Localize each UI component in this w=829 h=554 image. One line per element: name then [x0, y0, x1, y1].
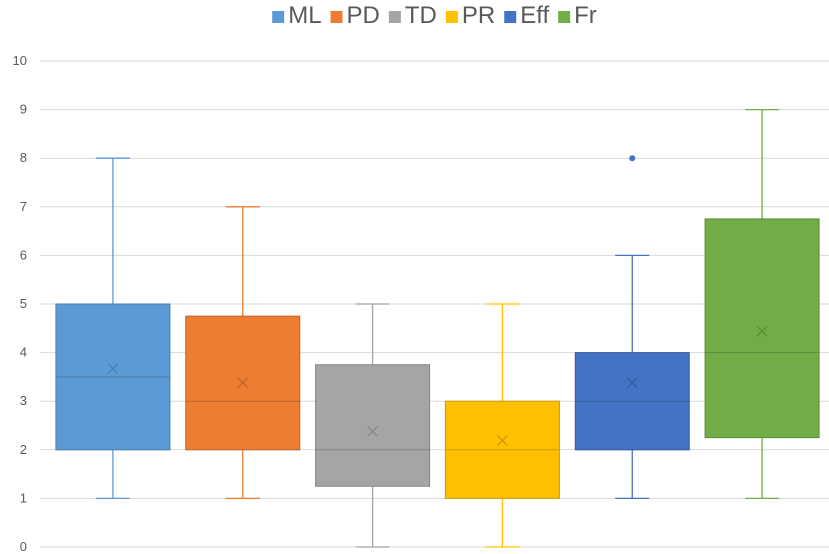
legend-swatch	[272, 11, 285, 23]
iqr-box	[185, 315, 301, 451]
gridlines	[40, 60, 829, 548]
y-tick-label: 0	[20, 539, 27, 554]
mean-marker	[756, 325, 768, 337]
legend: ML PD TD PR Eff Fr	[272, 2, 597, 29]
legend-item-eff: Eff	[504, 2, 549, 29]
legend-label: PR	[462, 2, 495, 29]
legend-label: ML	[288, 2, 321, 29]
legend-item-ml: ML	[272, 2, 322, 29]
legend-item-td: TD	[388, 2, 437, 29]
y-tick-label: 8	[20, 150, 27, 165]
legend-label: PD	[347, 2, 380, 29]
y-axis: 0 1 2 3 4 5 6 7 8 9 10	[13, 53, 27, 554]
iqr-box	[315, 364, 431, 487]
y-tick-label: 6	[20, 247, 27, 262]
mean-marker	[237, 377, 249, 389]
legend-label: Eff	[520, 2, 549, 29]
legend-item-pd: PD	[330, 2, 380, 29]
legend-item-fr: Fr	[558, 2, 597, 29]
legend-swatch	[504, 11, 517, 23]
y-tick-label: 7	[20, 199, 27, 214]
legend-label: TD	[405, 2, 437, 29]
box-pd	[185, 206, 301, 500]
legend-item-pr: PR	[445, 2, 495, 29]
box-eff	[574, 155, 690, 500]
outlier-point	[629, 155, 636, 162]
y-tick-label: 10	[13, 53, 27, 68]
legend-swatch	[330, 11, 343, 23]
boxes	[55, 108, 820, 548]
legend-swatch	[445, 11, 458, 23]
box-td	[315, 303, 431, 548]
y-tick-label: 3	[20, 393, 27, 408]
legend-label: Fr	[574, 2, 597, 29]
box-pr	[444, 303, 560, 548]
y-tick-label: 1	[20, 490, 27, 505]
box-fr	[704, 108, 820, 500]
y-tick-label: 9	[20, 102, 27, 117]
box-ml	[55, 157, 171, 500]
mean-marker	[626, 377, 638, 389]
y-tick-label: 4	[20, 345, 27, 360]
y-tick-label: 2	[20, 442, 27, 457]
legend-swatch	[558, 11, 571, 23]
mean-marker	[367, 425, 379, 437]
iqr-box	[704, 218, 820, 439]
y-tick-label: 5	[20, 296, 27, 311]
legend-swatch	[388, 11, 401, 23]
mean-marker	[107, 363, 119, 375]
mean-marker	[496, 435, 508, 446]
